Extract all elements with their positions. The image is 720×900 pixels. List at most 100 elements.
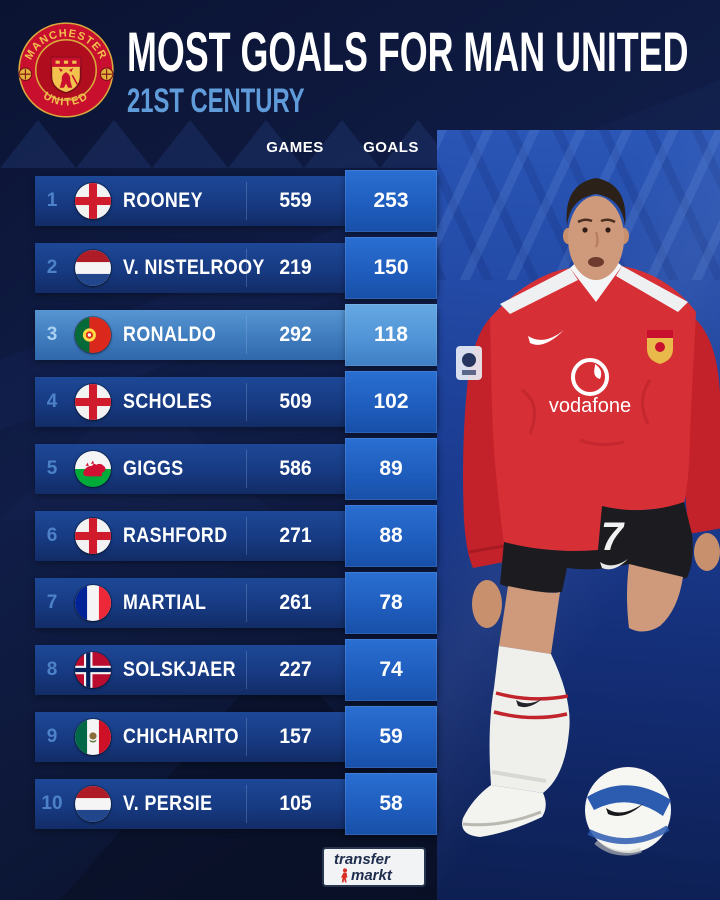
- games-value: 559: [279, 189, 312, 212]
- table-row: 10 V. PERSIE 105 58: [35, 773, 437, 835]
- games-value: 227: [279, 658, 312, 681]
- rank-number: 3: [46, 324, 58, 345]
- rank-number: 1: [46, 190, 58, 211]
- games-value: 105: [279, 792, 312, 815]
- transfermarkt-logo-text-top: transfer: [334, 851, 390, 868]
- crest-football-right: [99, 67, 114, 81]
- left-sock: [489, 646, 570, 793]
- column-divider: [246, 718, 247, 756]
- flag-france-icon: [75, 585, 111, 621]
- games-value: 261: [279, 591, 312, 614]
- rank-number: 6: [46, 525, 58, 546]
- goals-value: 58: [345, 773, 437, 835]
- column-divider: [246, 517, 247, 555]
- games-value: 586: [279, 457, 312, 480]
- column-divider: [246, 249, 247, 287]
- column-divider: [246, 584, 247, 622]
- flag-england-icon: [75, 384, 111, 420]
- transfermarkt-logo: transfer markt: [322, 847, 426, 887]
- table-row: 6 RASHFORD 271 88: [35, 505, 437, 567]
- table-row: 4 SCHOLES 509 102: [35, 371, 437, 433]
- column-divider: [246, 651, 247, 689]
- goals-value: 118: [345, 304, 437, 366]
- goals-table: 1 ROONEY 559 253 2 V. NISTELROOY 219 150…: [35, 170, 437, 846]
- flag-norway-icon: [75, 652, 111, 688]
- vodafone-logo: vodafone: [549, 358, 631, 417]
- flag-england-icon: [75, 183, 111, 219]
- flag-netherlands-icon: [75, 786, 111, 822]
- column-divider: [246, 450, 247, 488]
- player-name: MARTIAL: [123, 591, 207, 614]
- player-name: SOLSKJAER: [123, 658, 236, 681]
- goals-value: 78: [345, 572, 437, 634]
- premier-league-sleeve-badge: [456, 346, 482, 380]
- page-title: MOST GOALS FOR MAN UNITED: [127, 20, 689, 83]
- games-value: 509: [279, 390, 312, 413]
- flag-wales-icon: [75, 451, 111, 487]
- shorts-number: 7: [601, 515, 625, 559]
- nike-swoosh-icon: [600, 559, 628, 570]
- column-divider: [246, 182, 247, 220]
- nike-swoosh-icon: [528, 330, 564, 345]
- nike-swoosh-icon: [516, 699, 542, 708]
- table-row: 9 CHICHARITO 157 59: [35, 706, 437, 768]
- games-value: 157: [279, 725, 312, 748]
- player-name: SCHOLES: [123, 390, 213, 413]
- player-photo: vodafone 7: [456, 178, 720, 856]
- player-name: RASHFORD: [123, 524, 228, 547]
- column-divider: [246, 785, 247, 823]
- goals-value: 102: [345, 371, 437, 433]
- flag-netherlands-icon: [75, 250, 111, 286]
- flag-portugal-icon: [75, 317, 111, 353]
- rank-number: 5: [46, 458, 58, 479]
- column-divider: [246, 316, 247, 354]
- rank-number: 2: [46, 257, 58, 278]
- crest-devil: [58, 67, 79, 88]
- player-head: [563, 178, 629, 280]
- shirt-sponsor-text: vodafone: [549, 395, 631, 417]
- column-header-games: GAMES: [266, 139, 324, 156]
- games-value: 271: [279, 524, 312, 547]
- page-subtitle: 21ST CENTURY: [127, 82, 305, 120]
- transfermarkt-logo-text-bottom: markt: [351, 866, 392, 884]
- svg-text:UNITED: UNITED: [41, 90, 91, 109]
- player-name: CHICHARITO: [123, 725, 239, 748]
- goals-value: 89: [345, 438, 437, 500]
- player-name: V. PERSIE: [123, 792, 213, 815]
- table-row: 3 RONALDO 292 118: [35, 304, 437, 366]
- goals-value: 150: [345, 237, 437, 299]
- table-row: 8 SOLSKJAER 227 74: [35, 639, 437, 701]
- player-name: GIGGS: [123, 457, 184, 480]
- table-row: 2 V. NISTELROOY 219 150: [35, 237, 437, 299]
- player-figure: vodafone 7: [456, 178, 720, 856]
- club-crest-patch: [647, 330, 673, 364]
- goals-value: 88: [345, 505, 437, 567]
- rank-number: 9: [46, 726, 58, 747]
- rank-number: 10: [41, 793, 63, 814]
- flag-mexico-icon: [75, 719, 111, 755]
- games-value: 219: [279, 256, 312, 279]
- table-row: 5 GIGGS 586 89: [35, 438, 437, 500]
- flag-england-icon: [75, 518, 111, 554]
- column-divider: [246, 383, 247, 421]
- rank-number: 7: [46, 592, 58, 613]
- goals-value: 74: [345, 639, 437, 701]
- player-name: RONALDO: [123, 323, 217, 346]
- left-boot: [462, 785, 546, 837]
- games-value: 292: [279, 323, 312, 346]
- player-name: V. NISTELROOY: [123, 256, 265, 279]
- table-row: 7 MARTIAL 261 78: [35, 572, 437, 634]
- table-row: 1 ROONEY 559 253: [35, 170, 437, 232]
- nike-swoosh-icon: [606, 803, 644, 816]
- goals-value: 253: [345, 170, 437, 232]
- rank-number: 8: [46, 659, 58, 680]
- player-name: ROONEY: [123, 189, 203, 212]
- transfermarkt-mascot-icon: [341, 868, 349, 884]
- manchester-united-crest: MANCHESTER UNITED: [16, 20, 116, 120]
- football: [585, 767, 671, 856]
- goals-value: 59: [345, 706, 437, 768]
- rank-number: 4: [46, 391, 58, 412]
- crest-text-bottom: UNITED: [41, 90, 89, 109]
- crest-football-left: [18, 67, 33, 81]
